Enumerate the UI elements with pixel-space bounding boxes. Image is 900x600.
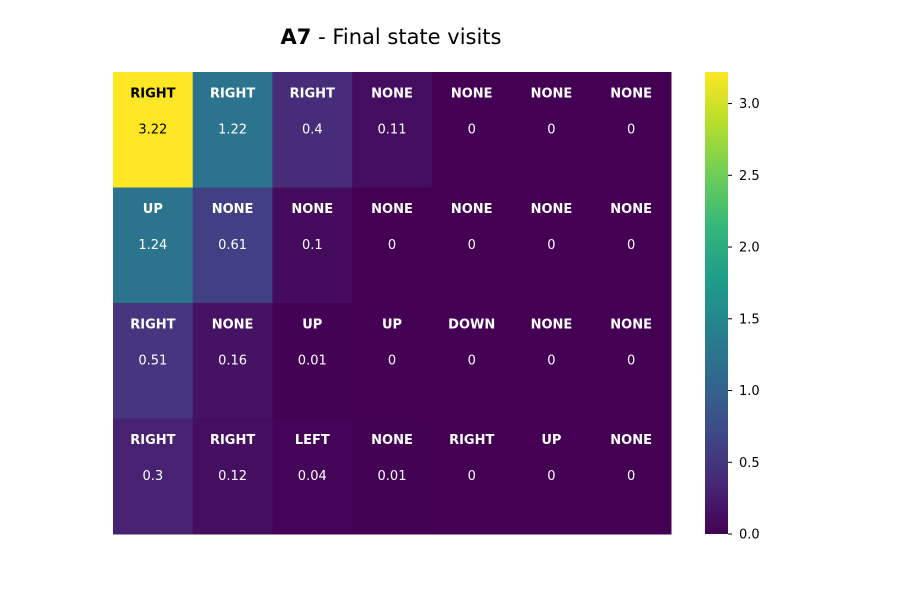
colorbar-tick-label: 2.0 [739,241,760,256]
colorbar-tick-label: 0.5 [739,456,760,471]
heatmap-cell-r1-c3 [352,187,433,304]
colorbar: 0.0 0.5 1.0 1.5 2.0 2.5 3.0 [705,72,760,543]
cell-value-label: 0 [547,123,555,138]
cell-value-label: 0.1 [302,238,323,253]
heatmap-cell-r0-c3 [352,72,433,188]
heatmap-cell-r2-c1 [192,303,273,419]
colorbar-tick-label: 1.5 [739,312,760,327]
cell-value-label: 0.01 [298,354,327,369]
cell-action-label: RIGHT [130,87,175,102]
cell-value-label: 0 [627,123,635,138]
heatmap-cells: RIGHT 3.22 RIGHT 1.22 RIGHT 0.4 NONE 0.11 NONE 0 N… [113,72,672,535]
chart-title: A7 - Final state visits [281,25,502,49]
heatmap-cell-r2-c4 [431,303,513,419]
cell-value-label: 1.22 [218,123,247,138]
cell-action-label: RIGHT [130,433,175,448]
cell-action-label: RIGHT [130,318,175,333]
heatmap-cell-r1-c2 [272,187,353,304]
cell-value-label: 0 [468,123,476,138]
cell-action-label: LEFT [295,433,330,448]
chart-title-rest: - Final state visits [311,25,501,49]
colorbar-tick-label: 3.0 [739,97,760,112]
heatmap-cell-r2-c3 [352,303,433,419]
cell-value-label: 1.24 [138,238,167,253]
cell-value-label: 0.51 [138,354,167,369]
cell-action-label: NONE [291,202,333,217]
cell-action-label: NONE [531,87,573,102]
cell-value-label: 0.01 [378,469,407,484]
cell-action-label: RIGHT [210,433,255,448]
cell-action-label: NONE [610,433,652,448]
heatmap-cell-r3-c2 [272,418,353,535]
cell-action-label: DOWN [448,318,495,333]
heatmap-cell-r3-c3 [352,418,433,535]
heatmap-cell-r0-c4 [431,72,513,188]
heatmap-cell-r0-c0 [113,72,194,188]
cell-value-label: 0 [547,238,555,253]
colorbar-ticks: 0.0 0.5 1.0 1.5 2.0 2.5 3.0 [728,97,760,543]
cell-action-label: NONE [371,433,413,448]
colorbar-tick-label: 1.0 [739,384,760,399]
cell-value-label: 0 [468,238,476,253]
cell-action-label: NONE [371,87,413,102]
cell-action-label: RIGHT [290,87,335,102]
cell-value-label: 0 [388,354,396,369]
cell-value-label: 0 [468,354,476,369]
chart-title-bold: A7 [281,25,312,49]
heatmap-cell-r0-c1 [192,72,273,188]
cell-action-label: UP [541,433,561,448]
cell-action-label: NONE [212,318,254,333]
heatmap-cell-r1-c5 [511,187,592,304]
cell-value-label: 0 [468,469,476,484]
heatmap-cell-r3-c6 [591,418,672,535]
cell-action-label: NONE [610,87,652,102]
cell-action-label: NONE [531,202,573,217]
heatmap-cell-r2-c2 [272,303,353,419]
colorbar-tick-label: 0.0 [739,528,760,543]
cell-action-label: NONE [451,202,493,217]
heatmap-cell-r1-c4 [431,187,513,304]
cell-value-label: 0 [388,238,396,253]
cell-value-label: 0.3 [143,469,164,484]
colorbar-gradient [705,72,728,534]
cell-value-label: 0 [627,238,635,253]
heatmap-cell-r1-c6 [591,187,672,304]
cell-value-label: 0.12 [218,469,247,484]
heatmap-cell-r3-c5 [511,418,592,535]
heatmap-cell-r1-c0 [113,187,194,304]
heatmap-cell-r0-c2 [272,72,353,188]
cell-value-label: 0.16 [218,354,247,369]
cell-action-label: UP [382,318,402,333]
heatmap-cell-r2-c5 [511,303,592,419]
cell-value-label: 0 [547,354,555,369]
cell-action-label: UP [302,318,322,333]
cell-value-label: 0.61 [218,238,247,253]
cell-action-label: RIGHT [210,87,255,102]
colorbar-tick-label: 2.5 [739,169,760,184]
heatmap-cell-r2-c6 [591,303,672,419]
cell-action-label: NONE [451,87,493,102]
cell-value-label: 0 [627,469,635,484]
cell-action-label: NONE [371,202,413,217]
heatmap-cell-r0-c5 [511,72,592,188]
heatmap-cell-r3-c0 [113,418,194,535]
heatmap-cell-r3-c1 [192,418,273,535]
cell-value-label: 0 [547,469,555,484]
cell-action-label: NONE [212,202,254,217]
cell-action-label: RIGHT [449,433,494,448]
heatmap-cell-r0-c6 [591,72,672,188]
cell-action-label: NONE [610,318,652,333]
heatmap-cell-r2-c0 [113,303,194,419]
cell-action-label: NONE [531,318,573,333]
cell-value-label: 0.4 [302,123,323,138]
cell-action-label: NONE [610,202,652,217]
cell-value-label: 0.11 [378,123,407,138]
cell-value-label: 0.04 [298,469,327,484]
cell-value-label: 0 [627,354,635,369]
cell-value-label: 3.22 [138,123,167,138]
heatmap-cell-r3-c4 [431,418,513,535]
heatmap-cell-r1-c1 [192,187,273,304]
cell-action-label: UP [143,202,163,217]
